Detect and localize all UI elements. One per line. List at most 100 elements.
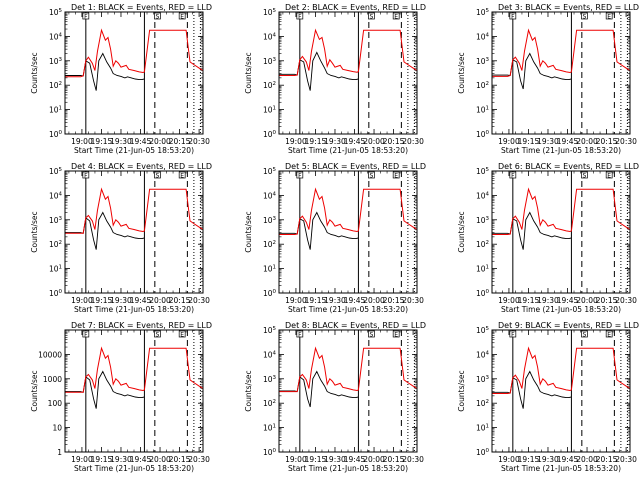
marker-label-e: E — [607, 332, 611, 339]
marker-label-s: S — [583, 14, 587, 21]
plot-frame — [491, 11, 631, 135]
marker-label-f: F — [298, 173, 302, 180]
y-tick-label: 1 — [57, 448, 62, 457]
x-tick-label: 19:45 — [130, 455, 152, 464]
marker-label-s: S — [156, 14, 160, 21]
panel-title: Det 5: BLACK = Events, RED = LLD — [285, 162, 426, 171]
x-tick-label: 20:15 — [169, 296, 191, 305]
marker-box — [178, 171, 186, 179]
x-tick-label: 20:15 — [383, 137, 405, 146]
events-series-line — [279, 211, 359, 250]
x-tick-label: 19:15 — [305, 455, 327, 464]
y-tick-label: 100 — [49, 130, 63, 139]
plot-frame — [64, 170, 204, 294]
panel-det-4: Det 4: BLACK = Events, RED = LLD 100 101 10… — [30, 162, 212, 314]
y-tick-label: 103 — [49, 216, 63, 225]
x-tick-label: 19:00 — [71, 137, 93, 146]
panel-title: Det 2: BLACK = Events, RED = LLD — [285, 3, 426, 12]
y-tick-label: 100 — [263, 448, 277, 457]
y-tick-label: 100 — [49, 289, 63, 298]
marker-label-e: E — [180, 173, 184, 180]
panel-det-5: Det 5: BLACK = Events, RED = LLD 100 101 10… — [244, 162, 426, 314]
marker-box — [296, 171, 304, 179]
panel-title: Det 6: BLACK = Events, RED = LLD — [498, 162, 639, 171]
x-tick-label: 19:15 — [305, 137, 327, 146]
marker-label-e: E — [394, 173, 398, 180]
y-tick-label: 101 — [263, 424, 276, 433]
x-tick-label: 19:30 — [324, 137, 346, 146]
y-axis-label: Counts/sec — [457, 211, 466, 252]
x-axis-label: Start Time (21-Jun-05 18:53:20) — [501, 464, 621, 473]
x-tick-label: 19:45 — [344, 137, 366, 146]
marker-box — [82, 171, 90, 179]
x-tick-label: 19:30 — [324, 296, 346, 305]
x-tick-label: 19:45 — [557, 455, 579, 464]
marker-label-e: E — [394, 332, 398, 339]
x-tick-label: 20:15 — [169, 137, 191, 146]
y-axis-label: Counts/sec — [30, 370, 39, 411]
marker-box — [368, 330, 375, 338]
x-tick-label: 19:45 — [344, 455, 366, 464]
plot-frame — [491, 329, 631, 453]
plot-frame — [491, 170, 631, 294]
marker-box — [581, 330, 588, 338]
y-tick-label: 100 — [263, 289, 277, 298]
marker-box — [296, 12, 304, 20]
x-tick-label: 20:00 — [149, 455, 171, 464]
y-tick-label: 101 — [49, 265, 62, 274]
y-tick-label: 100 — [263, 130, 277, 139]
lld-series-line — [492, 187, 631, 235]
x-tick-label: 19:15 — [518, 137, 540, 146]
y-tick-label: 102 — [476, 81, 489, 90]
y-tick-label: 101 — [49, 106, 62, 115]
marker-box — [368, 171, 375, 179]
x-tick-label: 20:30 — [188, 455, 210, 464]
marker-box — [605, 12, 613, 20]
y-tick-label: 104 — [49, 32, 63, 41]
y-tick-label: 105 — [49, 167, 63, 176]
x-axis-label: Start Time (21-Jun-05 18:53:20) — [288, 305, 408, 314]
panel-title: Det 8: BLACK = Events, RED = LLD — [285, 321, 426, 330]
x-tick-label: 19:15 — [91, 137, 113, 146]
x-tick-label: 19:30 — [110, 137, 132, 146]
x-tick-label: 20:00 — [363, 137, 385, 146]
marker-box — [154, 330, 161, 338]
x-tick-label: 19:30 — [110, 455, 132, 464]
marker-box — [605, 330, 613, 338]
y-tick-label: 104 — [49, 191, 63, 200]
marker-box — [178, 12, 186, 20]
y-tick-label: 104 — [263, 32, 277, 41]
marker-label-f: F — [511, 173, 515, 180]
x-tick-label: 20:00 — [576, 455, 598, 464]
plot-frame — [64, 329, 204, 453]
plot-frame — [278, 11, 418, 135]
y-tick-label: 105 — [263, 8, 277, 17]
y-tick-label: 104 — [263, 191, 277, 200]
marker-label-e: E — [607, 14, 611, 21]
y-tick-label: 105 — [476, 167, 490, 176]
plot-frame — [64, 11, 204, 135]
events-series-line — [492, 52, 572, 90]
y-tick-label: 10000 — [38, 350, 62, 359]
marker-label-f: F — [298, 14, 302, 21]
x-tick-label: 19:00 — [498, 296, 520, 305]
x-tick-label: 20:15 — [596, 137, 618, 146]
marker-box — [581, 171, 588, 179]
x-tick-label: 20:15 — [383, 296, 405, 305]
lld-series-line — [279, 187, 418, 235]
events-series-line — [279, 370, 359, 408]
y-tick-label: 100 — [476, 448, 490, 457]
y-axis-label: Counts/sec — [244, 211, 253, 252]
marker-box — [581, 12, 588, 20]
marker-label-f: F — [84, 173, 88, 180]
marker-label-s: S — [156, 332, 160, 339]
y-axis-label: Counts/sec — [457, 52, 466, 93]
panel-title: Det 7: BLACK = Events, RED = LLD — [71, 321, 212, 330]
lld-series-line — [279, 346, 418, 393]
y-tick-label: 103 — [476, 57, 490, 66]
y-tick-label: 101 — [476, 106, 489, 115]
x-tick-label: 20:15 — [596, 296, 618, 305]
y-tick-label: 103 — [263, 57, 277, 66]
marker-box — [392, 12, 400, 20]
